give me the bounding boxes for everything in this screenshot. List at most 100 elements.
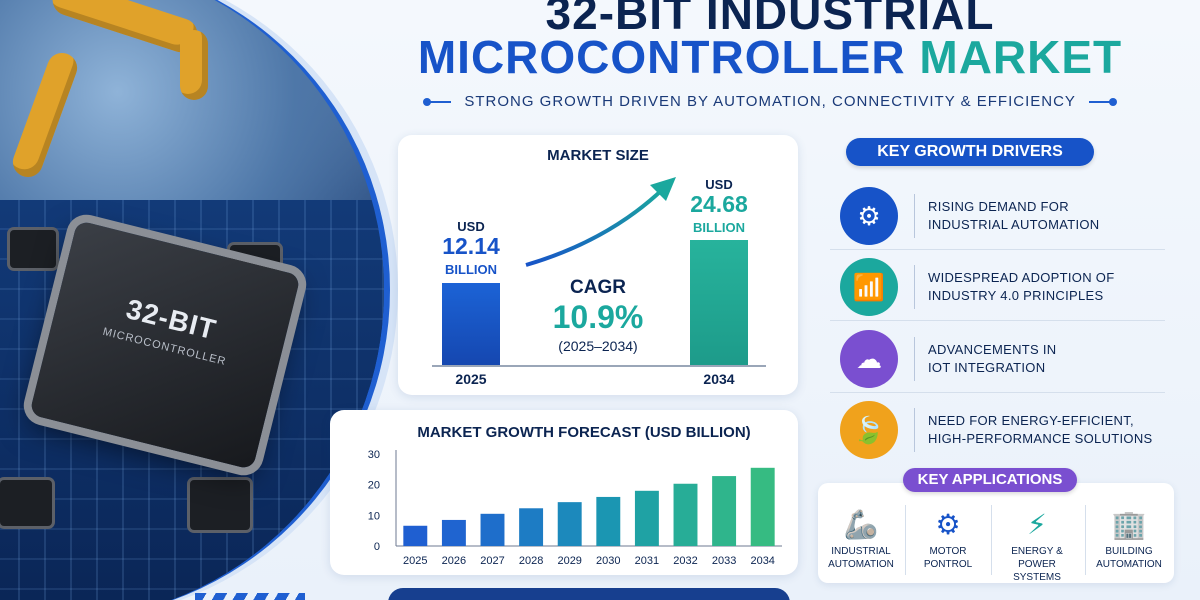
end-unit: USD xyxy=(705,177,733,192)
start-year: 2025 xyxy=(455,371,487,387)
small-chip xyxy=(0,480,52,526)
robot-arm-icon: ⚙ xyxy=(840,187,898,245)
driver-text: NEED FOR ENERGY-EFFICIENT, HIGH-PERFORMA… xyxy=(928,412,1168,448)
driver-line1: NEED FOR ENERGY-EFFICIENT, xyxy=(928,413,1134,428)
y-tick-label: 0 xyxy=(374,541,380,553)
y-tick-label: 10 xyxy=(368,510,380,522)
forecast-panel: MARKET GROWTH FORECAST (USD BILLION) 0 10… xyxy=(330,410,798,575)
bar-2025 xyxy=(442,283,500,365)
subtitle-line-right xyxy=(1088,98,1117,107)
building-icon: 🏢 xyxy=(1111,509,1147,540)
page-title-line2: MICROCONTROLLER MARKET xyxy=(400,30,1140,84)
small-chip xyxy=(190,480,250,530)
forecast-bar xyxy=(596,496,621,546)
cagr-label: CAGR xyxy=(570,277,626,298)
motor-icon: ⚙ xyxy=(935,509,961,540)
market-size-baseline xyxy=(432,365,766,367)
application-line1: ENERGY & xyxy=(1011,546,1063,557)
forecast-bar xyxy=(634,490,659,546)
application-line2: POWER SYSTEMS xyxy=(1013,559,1061,583)
y-tick-label: 20 xyxy=(368,480,380,492)
driver-line2: IOT INTEGRATION xyxy=(928,360,1046,375)
subtitle-line-left xyxy=(423,98,452,107)
driver-glyph: ⚙ xyxy=(857,200,881,231)
driver-glyph: ☁ xyxy=(856,343,882,374)
driver-separator xyxy=(914,408,915,452)
driver-line2: INDUSTRY 4.0 PRINCIPLES xyxy=(928,288,1104,303)
robot-arm-segment xyxy=(180,30,208,100)
driver-text: RISING DEMAND FOR INDUSTRIAL AUTOMATION xyxy=(928,198,1168,234)
application-separator xyxy=(1085,505,1086,575)
driver-separator xyxy=(914,337,915,381)
application-separator xyxy=(905,505,906,575)
x-tick-label: 2032 xyxy=(673,555,697,567)
x-tick-label: 2030 xyxy=(596,555,620,567)
robot-arm-icon: 🦾 xyxy=(843,509,879,540)
application-item: 🦾 INDUSTRIAL AUTOMATION xyxy=(819,505,903,580)
driver-item: 🍃 NEED FOR ENERGY-EFFICIENT, HIGH-PERFOR… xyxy=(830,394,1165,464)
end-year: 2034 xyxy=(703,371,735,387)
application-line2: AUTOMATION xyxy=(1096,559,1162,570)
application-line2: AUTOMATION xyxy=(828,559,894,570)
application-line1: INDUSTRIAL xyxy=(831,546,891,557)
application-line1: MOTOR xyxy=(929,546,967,557)
end-scale: BILLION xyxy=(693,220,745,235)
smart-factory-icon: 📶 xyxy=(840,258,898,316)
page-subtitle: STRONG GROWTH DRIVEN BY AUTOMATION, CONN… xyxy=(420,93,1120,110)
driver-item: ⚙ RISING DEMAND FOR INDUSTRIAL AUTOMATIO… xyxy=(830,180,1165,250)
forecast-bar xyxy=(673,483,698,546)
bar-2034 xyxy=(690,240,748,365)
x-tick-label: 2027 xyxy=(480,555,504,567)
driver-glyph: 🍃 xyxy=(852,414,886,445)
driver-line1: ADVANCEMENTS IN xyxy=(928,342,1057,357)
footer-bar xyxy=(388,588,790,600)
forecast-bar xyxy=(519,508,544,546)
driver-text: ADVANCEMENTS IN IOT INTEGRATION xyxy=(928,341,1168,377)
hero-image: 32-BIT MICROCONTROLLER xyxy=(0,0,390,600)
x-tick-label: 2028 xyxy=(519,555,543,567)
forecast-bar xyxy=(712,476,737,546)
decorative-stripes xyxy=(195,593,305,600)
power-tower-icon: ⚡ xyxy=(1027,509,1047,540)
driver-line1: RISING DEMAND FOR xyxy=(928,199,1069,214)
driver-item: ☁ ADVANCEMENTS IN IOT INTEGRATION xyxy=(830,323,1165,393)
application-item: ⚙ MOTOR PONTROL xyxy=(906,505,990,580)
title-market: MARKET xyxy=(919,31,1123,83)
application-line1: BUILDING xyxy=(1105,546,1153,557)
forecast-bar xyxy=(750,467,775,546)
start-scale: BILLION xyxy=(445,262,497,277)
cagr-value: 10.9% xyxy=(552,299,644,335)
x-tick-label: 2029 xyxy=(557,555,581,567)
x-tick-label: 2033 xyxy=(712,555,736,567)
drivers-title: KEY GROWTH DRIVERS xyxy=(846,138,1094,166)
market-size-panel: MARKET SIZE USD 12.14 BILLION CAGR 10.9%… xyxy=(398,135,798,395)
driver-separator xyxy=(914,265,915,309)
x-tick-label: 2025 xyxy=(403,555,427,567)
robot-arm-segment xyxy=(8,48,82,182)
start-value: 12.14 xyxy=(442,233,500,259)
start-unit: USD xyxy=(457,219,485,234)
title-microcontroller: MICROCONTROLLER xyxy=(417,31,906,83)
cagr-period: (2025–2034) xyxy=(558,338,638,354)
applications-title: KEY APPLICATIONS xyxy=(903,468,1077,492)
forecast-bar xyxy=(557,502,582,546)
forecast-bar xyxy=(441,519,466,546)
driver-item: 📶 WIDESPREAD ADOPTION OF INDUSTRY 4.0 PR… xyxy=(830,251,1165,321)
application-separator xyxy=(991,505,992,575)
driver-separator xyxy=(914,194,915,238)
market-size-title: MARKET SIZE xyxy=(547,147,649,164)
driver-line1: WIDESPREAD ADOPTION OF xyxy=(928,270,1115,285)
application-item: ⚡ ENERGY & POWER SYSTEMS xyxy=(995,505,1079,583)
small-chip xyxy=(10,230,56,268)
page-title-line1: 32-BIT INDUSTRIAL xyxy=(545,0,995,39)
cloud-network-icon: ☁ xyxy=(840,330,898,388)
leaf-energy-icon: 🍃 xyxy=(840,401,898,459)
forecast-bar xyxy=(480,513,505,546)
driver-line2: INDUSTRIAL AUTOMATION xyxy=(928,217,1100,232)
chart-title: MARKET GROWTH FORECAST (USD BILLION) xyxy=(417,424,751,441)
driver-text: WIDESPREAD ADOPTION OF INDUSTRY 4.0 PRIN… xyxy=(928,269,1168,305)
y-tick-label: 30 xyxy=(368,449,380,461)
growth-arrow-icon xyxy=(525,177,676,267)
x-tick-label: 2031 xyxy=(635,555,659,567)
